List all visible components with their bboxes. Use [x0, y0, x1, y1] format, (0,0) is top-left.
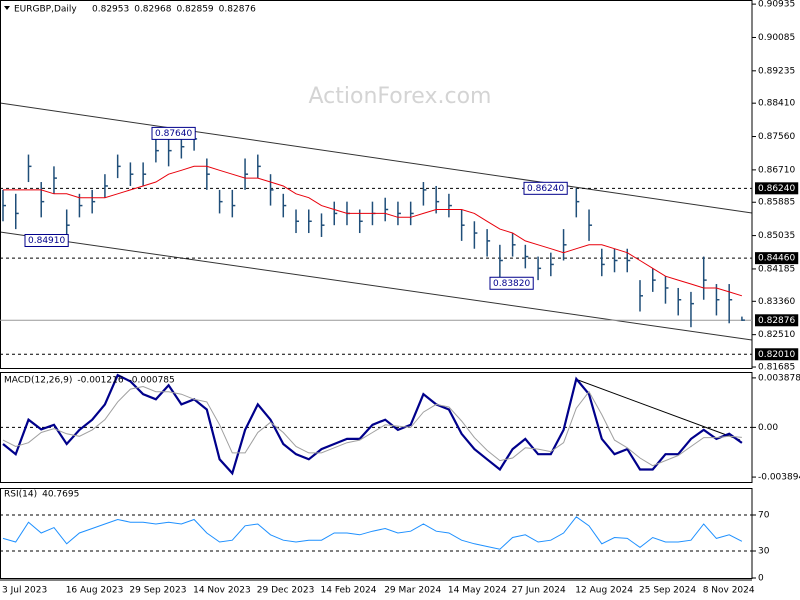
annotation: 0.86240	[527, 184, 564, 194]
moving-average	[3, 165, 743, 297]
y-tick-label: 0.88410	[758, 99, 795, 109]
level-label: 0.84460	[758, 254, 795, 264]
x-tick-label: 16 Aug 2023	[66, 586, 124, 596]
y-tick-label: 0.90935	[758, 0, 795, 10]
panel-frame	[0, 0, 753, 369]
level-label-box	[755, 182, 799, 195]
macd-trendline	[577, 379, 741, 441]
y-tick-label: 0.85035	[758, 231, 795, 241]
x-tick-label: 29 Mar 2024	[384, 586, 441, 596]
y-tick-label: 0.83360	[758, 297, 795, 307]
y-tick-label: 0.85885	[758, 198, 795, 208]
annotation-box	[523, 181, 568, 195]
level-label-box	[755, 252, 799, 265]
quote-value: 0.82968	[134, 5, 171, 15]
level-label-box	[755, 348, 799, 361]
level-label: 0.82010	[758, 350, 795, 360]
indicator-value: -0.000785	[129, 376, 175, 386]
x-tick-label: 27 Jun 2024	[512, 586, 566, 596]
indicator-value: 40.7695	[42, 490, 79, 500]
level-label: 0.86240	[758, 184, 795, 194]
channel-lower	[0, 231, 753, 341]
annotation-box	[151, 126, 196, 140]
y-tick-label: -0.003894	[758, 473, 800, 483]
watermark: ActionForex.com	[309, 84, 492, 109]
y-tick-label: 0.003878	[758, 373, 800, 383]
x-tick-label: 12 Aug 2024	[575, 586, 633, 596]
macd-line	[2, 373, 743, 476]
annotation: 0.83820	[493, 279, 530, 289]
y-tick-label: 30	[758, 547, 770, 557]
x-tick-label: 25 Sep 2024	[639, 586, 696, 596]
annotation-box	[24, 233, 69, 247]
y-tick-label: 0.84185	[758, 264, 795, 274]
annotation-box	[489, 276, 534, 290]
x-tick-label: 8 Nov 2024	[703, 586, 755, 596]
channel-upper	[0, 102, 753, 214]
signal-line	[2, 385, 742, 467]
panel-frame	[0, 488, 753, 579]
y-tick-label: 0.86710	[758, 165, 795, 175]
indicator-title: RSI(14)	[4, 490, 37, 500]
rsi-line	[2, 516, 743, 550]
y-tick-label: 0.89235	[758, 66, 795, 76]
quote-value: 0.82876	[219, 5, 256, 15]
annotation: 0.84910	[28, 236, 65, 246]
y-tick-label: 0.87560	[758, 132, 795, 142]
x-tick-label: 14 May 2024	[448, 586, 507, 596]
y-tick-label: 0.00	[758, 423, 778, 433]
y-tick-label: 0.81685	[758, 363, 795, 373]
current-price-label-box	[755, 314, 799, 327]
y-tick-label: 0.90085	[758, 33, 795, 43]
y-tick-label: 70	[758, 511, 770, 521]
current-price-label: 0.82876	[758, 316, 795, 326]
menu-icon	[4, 6, 10, 10]
symbol-title: EURGBP,Daily	[14, 5, 77, 15]
x-tick-label: 14 Feb 2024	[321, 586, 377, 596]
x-tick-label: 29 Sep 2023	[129, 586, 186, 596]
indicator-value: -0.001216	[77, 376, 123, 386]
x-tick-label: 14 Nov 2023	[193, 586, 251, 596]
x-tick-label: 29 Dec 2023	[257, 586, 315, 596]
y-tick-label: 0.82510	[758, 330, 795, 340]
annotation: 0.87640	[155, 129, 192, 139]
x-tick-label: 3 Jul 2023	[2, 586, 47, 596]
indicator-title: MACD(12,26,9)	[4, 376, 72, 386]
quote-value: 0.82953	[92, 5, 129, 15]
quote-value: 0.82859	[176, 5, 213, 15]
y-tick-label: 0	[758, 574, 764, 584]
